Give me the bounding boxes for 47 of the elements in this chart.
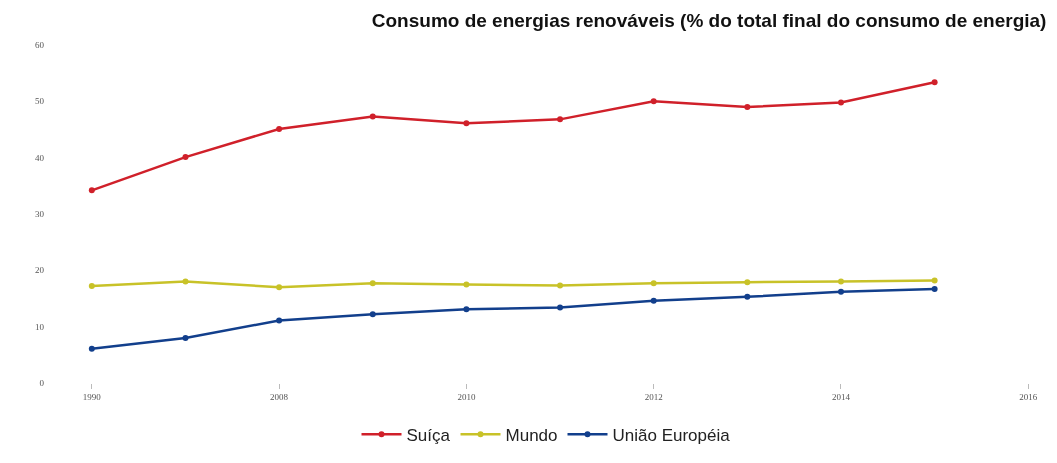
x-tick-label: 2008 <box>270 391 289 402</box>
point <box>369 280 376 287</box>
point <box>182 278 189 285</box>
point <box>88 345 95 352</box>
point <box>744 293 751 300</box>
point <box>182 154 189 161</box>
point <box>650 280 657 287</box>
y-tick-label: 50 <box>35 96 45 107</box>
point <box>931 277 938 284</box>
point <box>557 304 564 311</box>
legend-label: Mundo <box>505 425 558 445</box>
point <box>463 120 470 127</box>
y-tick-label: 10 <box>35 321 45 332</box>
point <box>650 297 657 304</box>
x-tick-label: 2010 <box>457 391 476 402</box>
point <box>557 116 564 123</box>
point <box>369 113 376 120</box>
point <box>88 187 95 194</box>
point <box>369 311 376 318</box>
point <box>837 278 844 285</box>
point <box>276 317 283 324</box>
y-tick-label: 20 <box>35 265 45 276</box>
point <box>182 334 189 341</box>
point <box>463 281 470 288</box>
point <box>650 98 657 105</box>
x-tick-label: 2016 <box>1019 391 1038 402</box>
point <box>744 103 751 110</box>
y-tick-label: 0 <box>39 378 45 389</box>
legend-label: Suíça <box>406 425 451 445</box>
point <box>276 125 283 132</box>
point <box>837 99 844 106</box>
point <box>744 279 751 286</box>
point <box>931 285 938 292</box>
chart-title: Consumo de energias renováveis (% do total final do consumo de energia) <box>371 10 1047 32</box>
point <box>276 284 283 291</box>
point <box>931 79 938 86</box>
x-tick-label: 2014 <box>831 391 851 402</box>
y-tick-label: 40 <box>35 152 45 163</box>
point <box>463 306 470 313</box>
point <box>837 288 844 295</box>
x-tick-label: 2012 <box>644 391 663 402</box>
legend-label: União Européia <box>612 425 731 445</box>
y-tick-label: 60 <box>35 40 45 51</box>
x-tick-label: 1990 <box>82 391 102 402</box>
point <box>557 282 564 289</box>
y-tick-label: 30 <box>35 209 45 220</box>
point <box>88 283 95 290</box>
